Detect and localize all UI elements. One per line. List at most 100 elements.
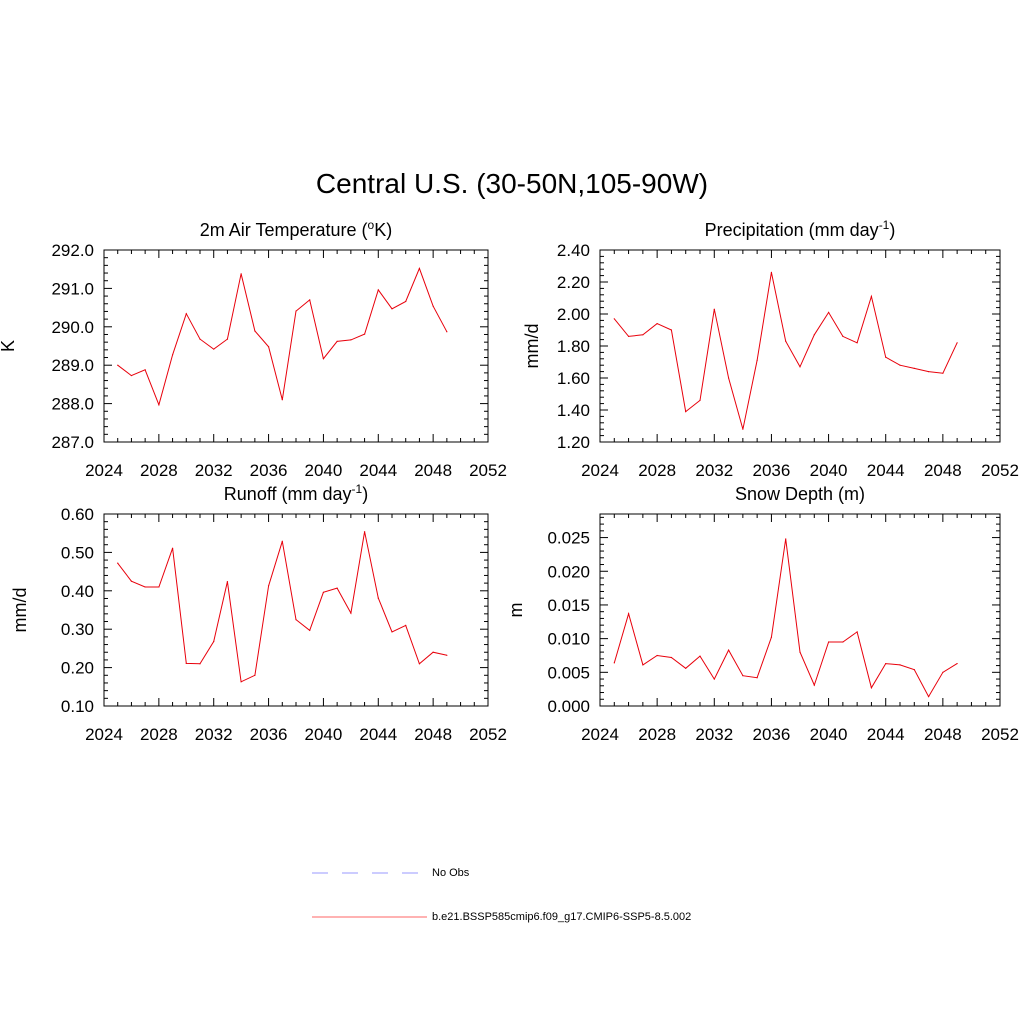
data-point: [642, 334, 644, 336]
data-point: [799, 366, 801, 368]
x-tick-label: 2044: [867, 725, 905, 744]
data-point: [336, 340, 338, 342]
data-point: [670, 656, 673, 659]
data-point: [171, 354, 174, 356]
data-point: [656, 323, 658, 325]
y-tick-label: 0.60: [61, 505, 94, 524]
plot-frame: [103, 249, 489, 443]
data-point: [130, 580, 133, 582]
data-point: [391, 631, 393, 633]
x-tick-label: 2036: [753, 725, 791, 744]
data-point: [842, 335, 844, 337]
data-point: [185, 313, 187, 315]
data-point: [613, 662, 615, 664]
x-tick-label: 2036: [250, 461, 288, 480]
data-point: [642, 664, 644, 666]
y-tick-label: 2.00: [557, 305, 590, 324]
data-point: [956, 342, 958, 344]
y-tick-label: 1.80: [557, 337, 590, 356]
data-point: [613, 318, 615, 320]
data-point: [899, 664, 901, 666]
data-point: [295, 619, 297, 621]
y-tick-label: 1.60: [557, 369, 590, 388]
x-tick-label: 2032: [195, 461, 233, 480]
data-point: [144, 369, 146, 371]
data-point: [377, 289, 379, 291]
x-tick-label: 2024: [85, 461, 123, 480]
legend-swatch-solid: [312, 916, 427, 918]
data-point: [432, 651, 434, 653]
data-point: [727, 377, 730, 379]
y-tick-label: 288.0: [51, 395, 94, 414]
data-point: [742, 428, 744, 430]
y-tick-label: 1.20: [557, 433, 590, 452]
data-point: [144, 586, 146, 588]
x-tick-label: 2028: [638, 461, 676, 480]
data-point: [813, 334, 815, 336]
y-tick-label: 0.010: [547, 630, 590, 649]
series-line: [117, 267, 448, 407]
data-point: [670, 329, 673, 331]
plot-frame: [103, 513, 489, 707]
data-point: [756, 359, 758, 361]
data-point: [432, 305, 434, 307]
data-point: [336, 587, 338, 589]
data-point: [226, 338, 229, 340]
data-point: [295, 310, 297, 312]
y-tick-label: 0.015: [547, 596, 590, 615]
data-point: [827, 641, 830, 643]
x-tick-label: 2044: [359, 461, 397, 480]
x-tick-label: 2036: [753, 461, 791, 480]
data-point: [827, 311, 830, 313]
x-tick-label: 2048: [414, 461, 452, 480]
data-point: [117, 364, 119, 366]
data-point: [770, 271, 773, 273]
x-tick-label: 2048: [414, 725, 452, 744]
data-point: [405, 300, 407, 303]
y-axis-label: mm/d: [10, 588, 30, 633]
data-point: [322, 591, 325, 593]
y-tick-label: 1.40: [557, 401, 590, 420]
data-point: [913, 367, 915, 369]
y-tick-label: 0.025: [547, 529, 590, 548]
x-tick-label: 2048: [924, 725, 962, 744]
legend-swatch-dashed: [312, 872, 420, 874]
y-axis-label: mm/d: [522, 324, 542, 369]
data-point: [856, 342, 858, 344]
data-point: [713, 308, 715, 310]
data-point: [742, 675, 744, 677]
x-tick-label: 2032: [195, 725, 233, 744]
data-point: [267, 346, 270, 348]
x-tick-label: 2040: [810, 725, 848, 744]
series-line: [613, 272, 958, 430]
data-point: [254, 674, 256, 676]
data-point: [956, 662, 958, 665]
x-tick-label: 2024: [581, 725, 619, 744]
data-point: [240, 273, 242, 275]
data-point: [281, 540, 283, 542]
data-point: [322, 358, 325, 360]
x-tick-label: 2024: [85, 725, 123, 744]
data-point: [254, 330, 256, 332]
data-point: [685, 411, 687, 413]
y-tick-label: 0.10: [61, 697, 94, 716]
y-axis-label: m: [506, 603, 526, 618]
y-tick-label: 2.40: [557, 241, 590, 260]
legend-label: No Obs: [432, 867, 470, 879]
y-tick-label: 0.20: [61, 659, 94, 678]
y-tick-label: 292.0: [51, 241, 94, 260]
x-tick-label: 2040: [305, 725, 343, 744]
data-point: [913, 669, 915, 671]
data-point: [418, 267, 421, 270]
x-tick-label: 2028: [140, 461, 178, 480]
data-point: [942, 671, 944, 673]
y-axis-label: K: [0, 340, 18, 352]
data-point: [418, 663, 421, 665]
data-point: [171, 547, 174, 549]
x-tick-label: 2032: [695, 461, 733, 480]
data-point: [942, 372, 944, 374]
data-point: [309, 629, 311, 631]
y-tick-label: 2.20: [557, 273, 590, 292]
data-point: [842, 641, 844, 643]
panel-title: Runoff (mm day-1): [224, 482, 368, 504]
